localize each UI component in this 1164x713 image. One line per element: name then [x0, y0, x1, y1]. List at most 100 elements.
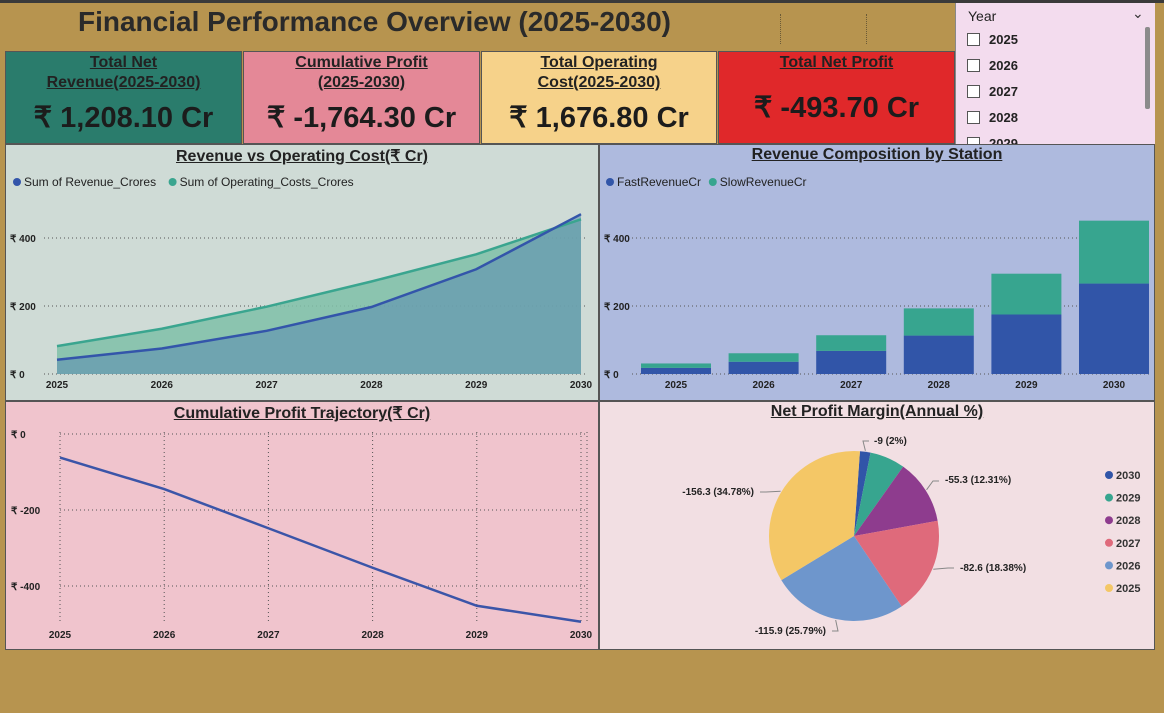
chevron-down-icon[interactable]: ⌄	[1132, 5, 1144, 21]
x-tick-label: 2029	[465, 380, 488, 391]
legend-label: Sum of Operating_Costs_Crores	[180, 175, 354, 189]
kpi-label: Total Net Profit	[779, 54, 894, 71]
x-tick-label: 2028	[361, 630, 384, 641]
y-tick-label: ₹ -200	[11, 506, 41, 517]
kpi-card-total-net-profit[interactable]: Total Net Profit ₹ -493.70 Cr	[718, 51, 955, 144]
chart-title: Revenue vs Operating Cost(₹ Cr)	[175, 148, 428, 165]
kpi-value: ₹ -1,764.30 Cr	[266, 102, 457, 134]
data-label: -156.3 (34.78%)	[682, 487, 754, 498]
chart-title: Cumulative Profit Trajectory(₹ Cr)	[173, 405, 431, 422]
bar-fast-revenue	[641, 367, 711, 374]
series-line-operating-costs	[56, 218, 582, 348]
pie-slice-2027	[854, 520, 939, 607]
slicer-option[interactable]: 2025	[967, 32, 1018, 47]
kpi-value: ₹ 1,676.80 Cr	[509, 102, 689, 134]
bar-slow-revenue	[816, 335, 887, 351]
scrollbar[interactable]	[1145, 27, 1150, 109]
legend-marker	[1105, 493, 1113, 502]
x-tick-label: 2025	[46, 380, 69, 391]
checkbox[interactable]	[967, 85, 980, 98]
bar-fast-revenue	[728, 361, 799, 374]
x-tick-label: 2030	[570, 630, 593, 641]
leader-line	[933, 567, 954, 570]
slicer-option[interactable]: 2026	[967, 58, 1018, 73]
bar-fast-revenue	[991, 314, 1062, 374]
checkbox[interactable]	[967, 33, 980, 46]
leader-line	[926, 480, 939, 491]
y-tick-label: ₹ 400	[10, 234, 36, 245]
y-tick-label: ₹ 0	[10, 370, 25, 381]
net-profit-margin-chart: -9 (2%) -55.3 (12.31%) -82.6 (18.38%) -115.…	[682, 436, 1140, 637]
y-tick-label: ₹ 400	[604, 234, 630, 245]
pie-slice-2029	[854, 452, 904, 536]
series-line-revenue	[56, 213, 582, 361]
bar-slow-revenue	[1079, 220, 1149, 284]
slicer-header: Year	[968, 8, 997, 24]
kpi-card-total-net-revenue[interactable]: Total Net Revenue(2025-2030) ₹ 1,208.10 …	[5, 51, 242, 144]
kpi-label: Cumulative Profit (2025-2030)	[295, 54, 428, 91]
kpi-card-cumulative-profit[interactable]: Cumulative Profit (2025-2030) ₹ -1,764.3…	[243, 51, 480, 144]
y-tick-label: ₹ 0	[604, 370, 619, 381]
bar-slow-revenue	[641, 363, 711, 368]
bar-slow-revenue	[728, 353, 799, 362]
revenue-vs-cost-panel: Revenue vs Operating Cost(₹ Cr) Sum of R…	[5, 144, 599, 401]
x-tick-label: 2030	[1103, 380, 1126, 391]
legend-marker	[168, 178, 177, 186]
page-title: Financial Performance Overview (2025-203…	[78, 6, 671, 37]
x-tick-label: 2028	[928, 380, 951, 391]
bar-fast-revenue	[903, 335, 974, 374]
checkbox[interactable]	[967, 111, 980, 124]
bar-slow-revenue	[991, 273, 1062, 315]
dotted-divider	[866, 14, 868, 44]
series-line-cumulative-profit	[59, 456, 582, 623]
legend-label: 2028	[1116, 515, 1140, 527]
y-tick-label: ₹ 0	[11, 430, 26, 441]
legend-marker	[708, 178, 717, 186]
year-slicer[interactable]: Year ⌄ 2025 2026 2027 2028 2029	[955, 3, 1155, 144]
checkbox[interactable]	[967, 59, 980, 72]
legend-marker	[1105, 516, 1113, 525]
x-tick-label: 2025	[665, 380, 688, 391]
chart-title: Revenue Composition by Station	[751, 146, 1003, 163]
data-label: -115.9 (25.79%)	[755, 626, 826, 637]
legend-marker	[1105, 584, 1113, 592]
x-tick-label: 2030	[570, 380, 593, 391]
series-area-revenue	[57, 214, 581, 374]
legend-label: 2026	[1116, 560, 1140, 572]
revenue-composition-chart: FastRevenueCr SlowRevenueCr ₹ 0 ₹ 200 ₹ 400 2…	[604, 175, 1152, 391]
kpi-card-total-operating-cost[interactable]: Total Operating Cost(2025-2030) ₹ 1,676.…	[481, 51, 717, 144]
revenue-vs-cost-chart: Sum of Revenue_Crores Sum of Operating_Co…	[10, 175, 593, 391]
leader-line	[832, 619, 839, 632]
legend-label: FastRevenueCr	[617, 175, 701, 189]
leader-line	[862, 440, 869, 451]
y-tick-label: ₹ -400	[11, 582, 41, 593]
bar-slow-revenue	[903, 308, 974, 336]
slicer-option[interactable]: 2027	[967, 84, 1018, 99]
slicer-option[interactable]: 2029	[967, 136, 1018, 144]
top-border	[0, 0, 1164, 3]
kpi-value: ₹ -493.70 Cr	[753, 92, 920, 124]
x-tick-label: 2027	[840, 380, 863, 391]
slicer-option[interactable]: 2028	[967, 110, 1018, 125]
legend-label: Sum of Revenue_Crores	[24, 175, 156, 189]
legend-label: 2030	[1116, 470, 1140, 482]
kpi-label: Total Operating Cost(2025-2030)	[537, 54, 661, 91]
data-label: -82.6 (18.38%)	[960, 563, 1026, 574]
bar-fast-revenue	[1079, 283, 1149, 374]
x-tick-label: 2029	[1015, 380, 1038, 391]
legend-marker	[1105, 561, 1113, 570]
chart-title: Net Profit Margin(Annual %)	[770, 403, 984, 420]
checkbox[interactable]	[967, 137, 980, 144]
legend-label: 2029	[1116, 493, 1140, 505]
cumulative-profit-panel: Cumulative Profit Trajectory(₹ Cr) ₹ 0 ₹ …	[5, 401, 599, 650]
x-tick-label: 2029	[466, 630, 489, 641]
revenue-composition-panel: Revenue Composition by Station FastReven…	[599, 144, 1155, 401]
pie-slice-2030	[854, 451, 871, 536]
legend-label: 2027	[1116, 538, 1140, 550]
x-tick-label: 2028	[360, 380, 383, 391]
x-tick-label: 2027	[257, 630, 280, 641]
kpi-value: ₹ 1,208.10 Cr	[33, 102, 214, 134]
pie-slice-2028	[854, 466, 938, 536]
legend-marker	[606, 178, 614, 186]
data-label: -55.3 (12.31%)	[945, 475, 1011, 486]
